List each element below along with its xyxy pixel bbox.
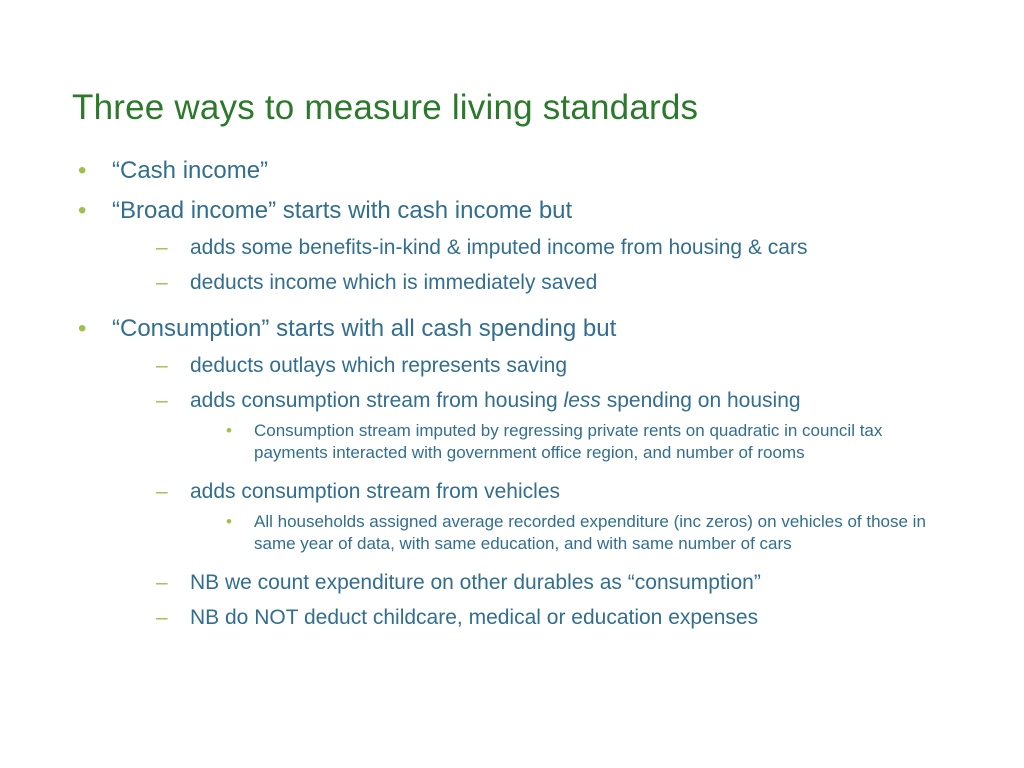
list-item-text: deducts income which is immediately save… (190, 271, 597, 294)
subsub-list: • Consumption stream imputed by regressi… (190, 420, 952, 464)
dash-icon: – (156, 604, 190, 631)
list-item-text: Consumption stream imputed by regressing… (254, 420, 952, 464)
bullet-icon: • (226, 511, 254, 533)
bullet-icon: • (72, 156, 112, 186)
list-item: – adds consumption stream from housing l… (112, 387, 952, 470)
list-item: • All households assigned average record… (190, 511, 952, 555)
list-item-text: NB do NOT deduct childcare, medical or e… (190, 606, 758, 629)
sub-list: – deducts outlays which represents savin… (112, 352, 952, 631)
list-item: – deducts income which is immediately sa… (112, 269, 952, 296)
bullet-icon: • (226, 420, 254, 442)
dash-icon: – (156, 269, 190, 296)
list-item-text: deducts outlays which represents saving (190, 354, 567, 377)
list-item-text: “Consumption” starts with all cash spend… (112, 315, 616, 342)
list-item: – NB we count expenditure on other durab… (112, 569, 952, 596)
subsub-list: • All households assigned average record… (190, 511, 952, 555)
list-item-text: adds consumption stream from vehicles (190, 480, 560, 503)
list-item-text: adds consumption stream from housing les… (190, 389, 801, 412)
slide-title: Three ways to measure living standards (72, 88, 952, 128)
list-item: • “Broad income” starts with cash income… (72, 196, 952, 304)
list-item-text: adds some benefits-in-kind & imputed inc… (190, 236, 807, 259)
list-item: – deducts outlays which represents savin… (112, 352, 952, 379)
list-item-text: “Broad income” starts with cash income b… (112, 197, 572, 224)
dash-icon: – (156, 352, 190, 379)
dash-icon: – (156, 234, 190, 261)
list-item: – adds consumption stream from vehicles … (112, 478, 952, 561)
list-item: • “Consumption” starts with all cash spe… (72, 314, 952, 639)
list-item: – adds some benefits-in-kind & imputed i… (112, 234, 952, 261)
bullet-icon: • (72, 196, 112, 226)
list-item: • Consumption stream imputed by regressi… (190, 420, 952, 464)
sub-list: – adds some benefits-in-kind & imputed i… (112, 234, 952, 296)
list-item-text: NB we count expenditure on other durable… (190, 571, 761, 594)
bullet-list: • “Cash income” • “Broad income” starts … (72, 156, 952, 639)
dash-icon: – (156, 569, 190, 596)
list-item-text: “Cash income” (112, 157, 268, 184)
dash-icon: – (156, 387, 190, 414)
bullet-icon: • (72, 314, 112, 344)
slide: Three ways to measure living standards •… (0, 0, 1024, 768)
list-item: • “Cash income” (72, 156, 952, 186)
list-item-text: All households assigned average recorded… (254, 511, 952, 555)
dash-icon: – (156, 478, 190, 505)
list-item: – NB do NOT deduct childcare, medical or… (112, 604, 952, 631)
